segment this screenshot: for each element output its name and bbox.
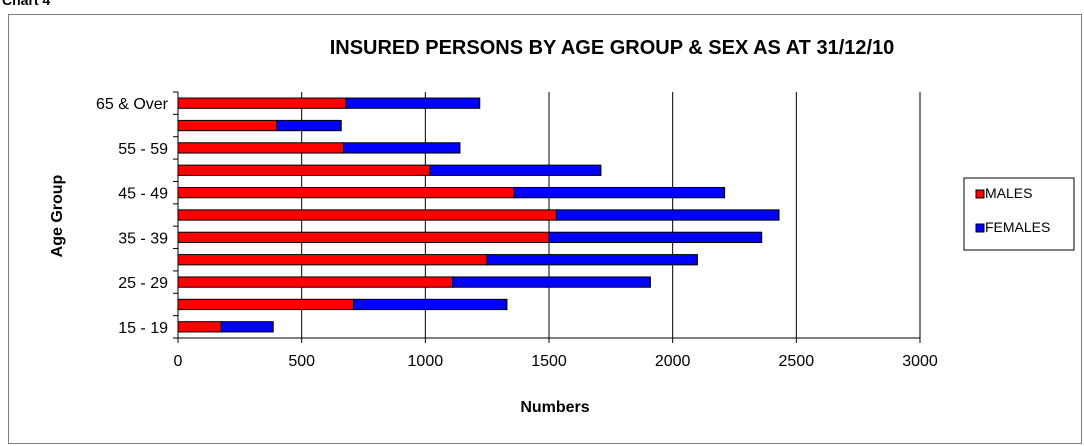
x-tick-label: 2000	[655, 353, 691, 370]
bar-females	[343, 142, 461, 154]
bar-males	[177, 298, 355, 311]
y-tick-labels: 15 - 19 25 - 29 35 - 39 45 - 49 55 - 59 65 & …	[96, 96, 169, 337]
bar-males	[177, 231, 550, 244]
bar-males	[177, 276, 454, 288]
y-tick-label: 25 - 29	[118, 275, 168, 292]
bar-females	[548, 231, 763, 244]
y-axis-title: Age Group	[49, 174, 66, 257]
bar-females	[345, 97, 481, 109]
legend-swatch-females	[975, 223, 985, 233]
x-tick-label: 1500	[531, 353, 567, 370]
legend-label-males: MALES	[985, 185, 1032, 201]
chart-title: INSURED PERSONS BY AGE GROUP & SEX AS AT…	[330, 37, 895, 59]
bar-males	[177, 209, 557, 221]
bar-females	[429, 164, 602, 176]
x-tick-label: 0	[174, 353, 183, 370]
axes	[173, 91, 921, 343]
legend-label-females: FEMALES	[985, 219, 1050, 235]
x-tick-label: 2500	[779, 353, 815, 370]
bar-females	[486, 254, 698, 266]
bar-females	[555, 209, 780, 221]
legend-swatch-males	[975, 189, 985, 199]
x-tick-label: 3000	[902, 353, 938, 370]
x-tick-labels: 0 500 1000 1500 2000 2500 3000	[174, 353, 938, 370]
y-tick-label: 35 - 39	[118, 230, 168, 247]
bar-females	[220, 321, 274, 333]
bar-females	[513, 186, 726, 199]
bar-females	[276, 119, 342, 132]
bar-males	[177, 142, 345, 154]
x-axis-title: Numbers	[520, 399, 589, 416]
bar-males	[177, 164, 431, 176]
chart-frame	[8, 14, 1082, 444]
bar-males	[177, 321, 222, 333]
bars	[177, 97, 780, 333]
bar-females	[452, 276, 651, 288]
x-tick-label: 1000	[408, 353, 444, 370]
bar-males	[177, 97, 347, 109]
y-tick-label: 45 - 49	[118, 186, 168, 203]
y-tick-label: 55 - 59	[118, 141, 168, 158]
legend: MALES FEMALES	[963, 177, 1075, 251]
bar-males	[177, 254, 488, 266]
bar-males	[177, 119, 278, 132]
header-text: Chart 4	[2, 0, 51, 8]
y-tick-label: 15 - 19	[118, 320, 168, 337]
x-tick-label: 500	[288, 353, 315, 370]
y-tick-label: 65 & Over	[96, 96, 169, 113]
bar-females	[353, 298, 508, 311]
bar-males	[177, 186, 515, 199]
